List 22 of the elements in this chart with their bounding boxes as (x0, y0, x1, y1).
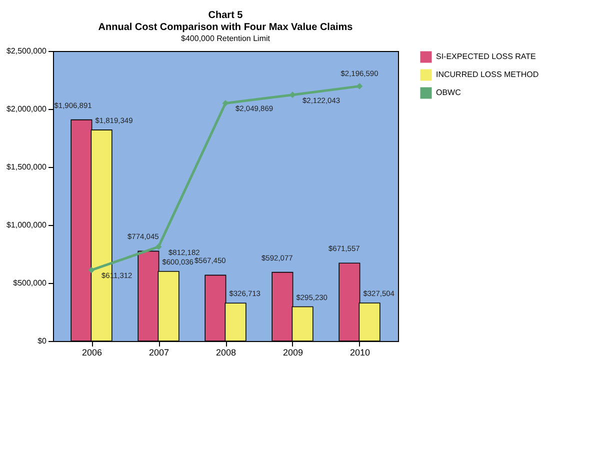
y-tick-label: $1,500,000 (6, 162, 48, 172)
legend-label: SI-EXPECTED LOSS RATE (436, 52, 536, 61)
point (88, 266, 95, 274)
y-tick-label: $500,000 (13, 278, 48, 288)
x-tick-label: 2007 (148, 348, 170, 358)
point (356, 83, 363, 90)
point (222, 100, 229, 106)
y-tick-label: $0 (38, 336, 48, 346)
x-tick-label: 2008 (216, 348, 236, 358)
y-tick-label: $2,000,000 (6, 104, 48, 114)
caption: Chart 5 (208, 10, 244, 21)
legend-label: INCURRED LOSS METHOD (436, 70, 539, 79)
y-tick-label: $2,500,000 (6, 46, 48, 56)
legend-label: OBWC (436, 88, 462, 97)
x-tick-label: 2009 (282, 348, 304, 358)
point (155, 244, 162, 250)
y-tick-label: $1,000,000 (6, 220, 48, 230)
x-tick-label: 2010 (350, 348, 370, 358)
chart-title: Annual Cost Comparison with Four Max Value Claims (98, 22, 354, 33)
chart-subtitle: $400,000 Retention Limit (181, 34, 271, 43)
point (289, 92, 296, 98)
x-tick-label: 2006 (82, 348, 102, 358)
